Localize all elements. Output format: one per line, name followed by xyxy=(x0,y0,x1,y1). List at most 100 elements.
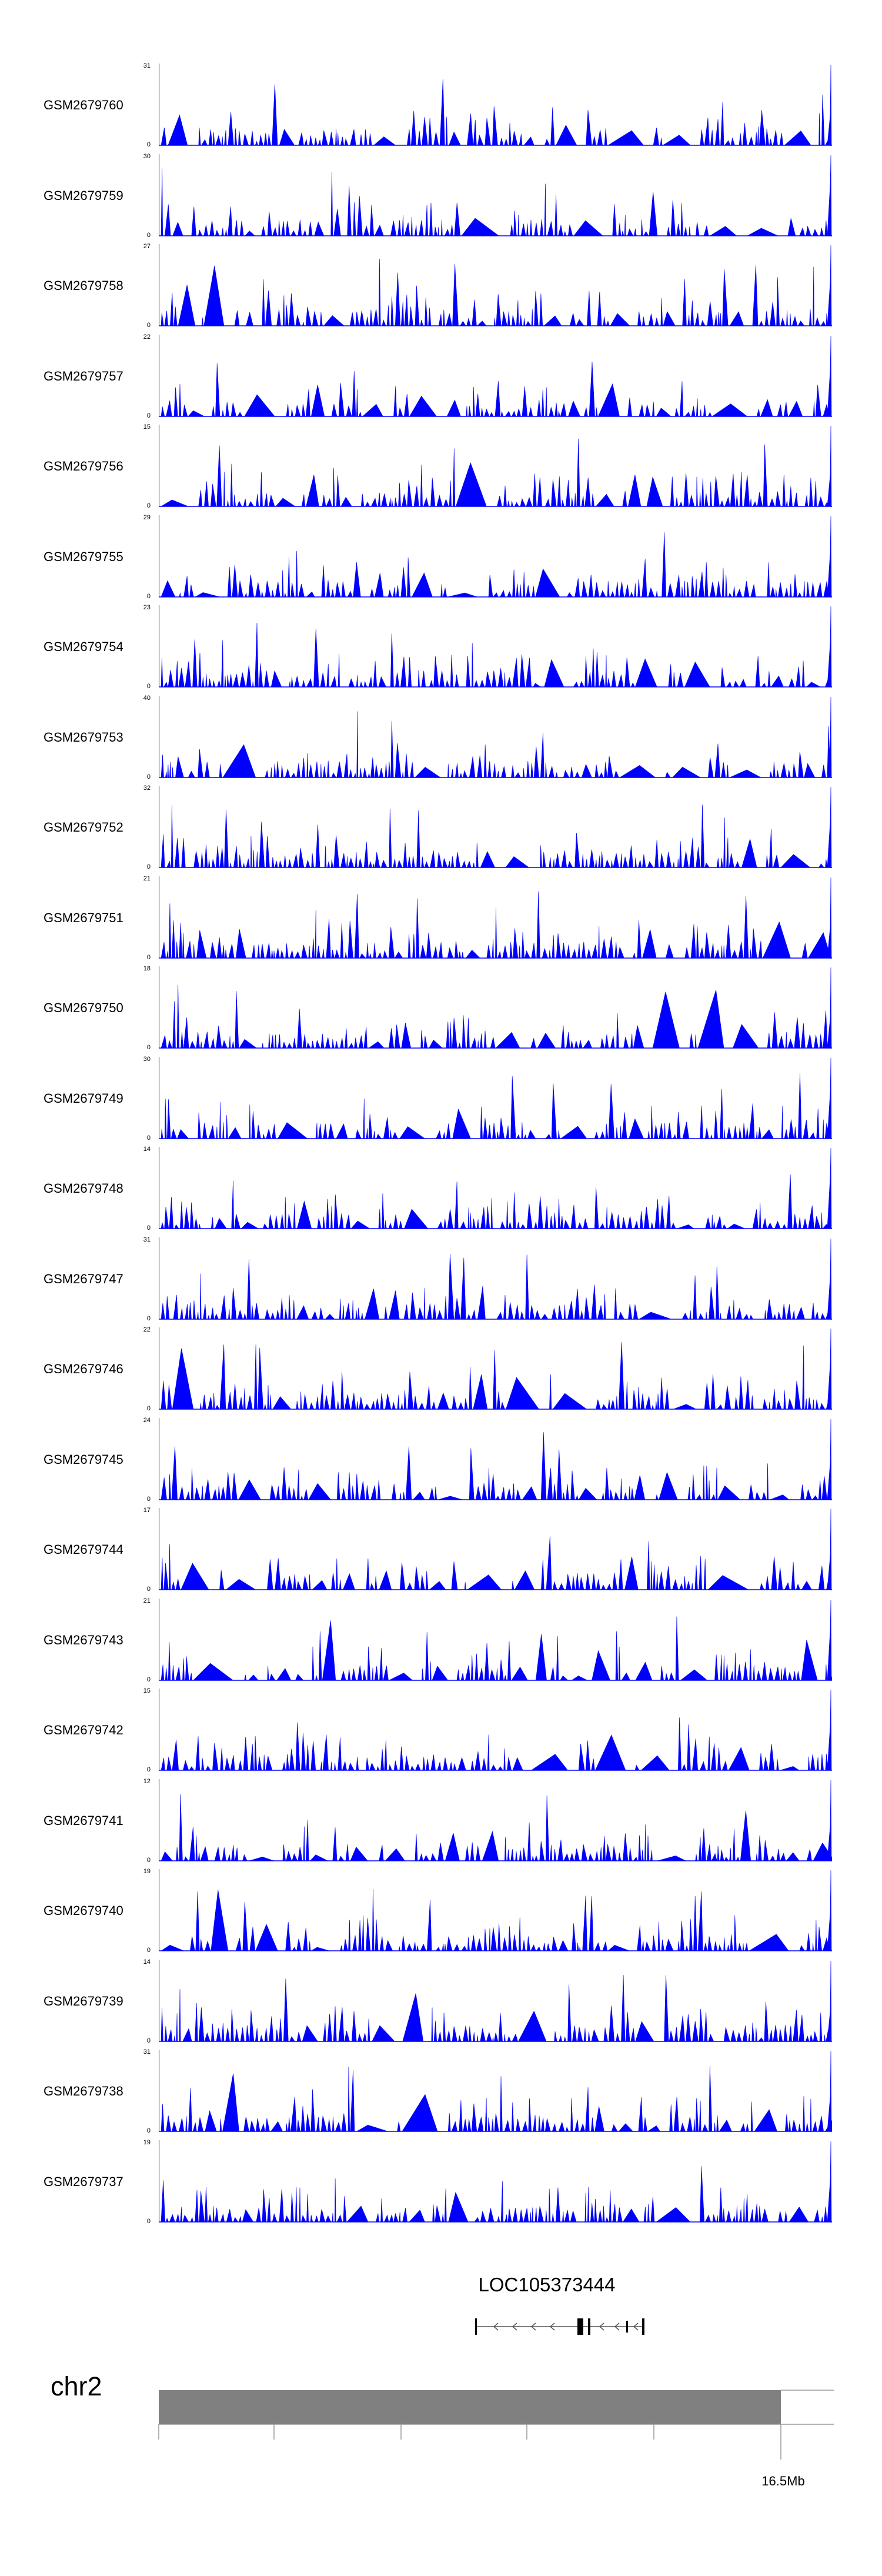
track-ymax-label: 40 xyxy=(143,694,151,702)
track-GSM2679746: GSM2679746 22 0 xyxy=(0,1326,882,1419)
track-sample-label: GSM2679758 xyxy=(44,278,123,293)
track-ymax-label: 21 xyxy=(143,1597,151,1604)
track-plot xyxy=(159,1689,832,1771)
track-ymin-label: 0 xyxy=(146,1224,151,1232)
track-plot xyxy=(159,1056,832,1139)
strand-chevron-icon xyxy=(530,2323,536,2331)
track-ymax-label: 31 xyxy=(143,1236,151,1243)
track-GSM2679738: GSM2679738 31 0 xyxy=(0,2048,882,2141)
track-GSM2679745: GSM2679745 24 0 xyxy=(0,1416,882,1510)
track-plot xyxy=(159,695,832,778)
track-sample-label: GSM2679748 xyxy=(44,1181,123,1196)
track-plot xyxy=(159,1778,832,1861)
strand-chevron-icon xyxy=(599,2323,604,2331)
track-ymin-label: 0 xyxy=(146,1856,151,1864)
chromosome-band xyxy=(159,2390,781,2424)
track-sample-label: GSM2679737 xyxy=(44,2174,123,2189)
strand-chevron-icon xyxy=(549,2323,555,2331)
track-sample-label: GSM2679754 xyxy=(44,639,123,654)
strand-chevron-icon xyxy=(512,2323,517,2331)
track-GSM2679758: GSM2679758 27 0 xyxy=(0,243,882,336)
track-GSM2679748: GSM2679748 14 0 xyxy=(0,1146,882,1239)
track-plot xyxy=(159,876,832,959)
track-GSM2679752: GSM2679752 32 0 xyxy=(0,785,882,877)
track-sample-label: GSM2679743 xyxy=(44,1632,123,1647)
track-plot xyxy=(159,1869,832,1951)
strand-chevron-icon xyxy=(493,2323,499,2331)
track-plot xyxy=(159,1327,832,1410)
track-GSM2679737: GSM2679737 19 0 xyxy=(0,2138,882,2232)
coverage-area xyxy=(159,1780,832,1861)
coverage-area xyxy=(159,335,832,416)
track-ymax-label: 21 xyxy=(143,875,151,882)
track-GSM2679756: GSM2679756 15 0 xyxy=(0,423,882,516)
track-plot xyxy=(159,1959,832,2042)
track-ymin-label: 0 xyxy=(146,502,151,509)
track-ymax-label: 14 xyxy=(143,1958,151,1966)
track-GSM2679757: GSM2679757 22 0 xyxy=(0,333,882,426)
track-sample-label: GSM2679738 xyxy=(44,2084,123,2098)
track-ymax-label: 18 xyxy=(143,965,151,972)
track-GSM2679760: GSM2679760 31 0 xyxy=(0,62,882,155)
coverage-area xyxy=(159,877,832,958)
track-ymax-label: 22 xyxy=(143,333,151,341)
track-sample-label: GSM2679759 xyxy=(44,188,123,203)
track-sample-label: GSM2679752 xyxy=(44,820,123,835)
coverage-area xyxy=(159,1147,832,1229)
coverage-area xyxy=(159,1057,832,1139)
track-sample-label: GSM2679760 xyxy=(44,98,123,112)
coverage-area xyxy=(159,425,832,507)
track-sample-label: GSM2679757 xyxy=(44,368,123,383)
chromosome-label: chr2 xyxy=(51,2371,102,2401)
track-ymin-label: 0 xyxy=(146,1405,151,1412)
track-plot xyxy=(159,2140,832,2223)
chromosome-end-tick-label: 16.5Mb xyxy=(761,2474,805,2488)
track-ymin-label: 0 xyxy=(146,683,151,690)
gene-exon xyxy=(588,2318,590,2335)
track-ymax-label: 31 xyxy=(143,62,151,69)
gene-label: LOC105373444 xyxy=(478,2274,616,2295)
track-sample-label: GSM2679746 xyxy=(44,1362,123,1376)
coverage-area xyxy=(159,786,832,868)
track-ymin-label: 0 xyxy=(146,231,151,239)
track-ymin-label: 0 xyxy=(146,592,151,600)
track-ymax-label: 15 xyxy=(143,423,151,431)
coverage-area xyxy=(159,1960,832,2041)
track-ymin-label: 0 xyxy=(146,1586,151,1593)
track-ymin-label: 0 xyxy=(146,412,151,419)
track-ymax-label: 23 xyxy=(143,604,151,611)
gene-exon xyxy=(626,2321,628,2333)
track-sample-label: GSM2679744 xyxy=(44,1542,123,1557)
track-ymax-label: 30 xyxy=(143,152,151,160)
coverage-area xyxy=(159,1870,832,1951)
coverage-area xyxy=(159,967,832,1049)
track-plot xyxy=(159,786,832,868)
gene-model xyxy=(475,2318,644,2335)
track-ymax-label: 17 xyxy=(143,1507,151,1514)
track-ymin-label: 0 xyxy=(146,322,151,329)
track-ymax-label: 29 xyxy=(143,513,151,521)
track-plot xyxy=(159,425,832,507)
track-ymin-label: 0 xyxy=(146,1676,151,1683)
track-ymin-label: 0 xyxy=(146,773,151,780)
track-ymin-label: 0 xyxy=(146,141,151,148)
track-ymin-label: 0 xyxy=(146,2037,151,2044)
coverage-area xyxy=(159,516,832,597)
track-ymax-label: 24 xyxy=(143,1416,151,1424)
coverage-area xyxy=(159,155,832,236)
track-ymax-label: 19 xyxy=(143,2138,151,2146)
coverage-area xyxy=(159,1328,832,1410)
coverage-area xyxy=(159,1689,832,1771)
track-ymax-label: 32 xyxy=(143,785,151,792)
track-sample-label: GSM2679747 xyxy=(44,1271,123,1286)
track-plot xyxy=(159,1598,832,1681)
strand-chevron-icon xyxy=(614,2323,620,2331)
track-ymin-label: 0 xyxy=(146,2127,151,2134)
track-GSM2679755: GSM2679755 29 0 xyxy=(0,513,882,607)
track-ymin-label: 0 xyxy=(146,2217,151,2225)
track-sample-label: GSM2679739 xyxy=(44,1993,123,2008)
track-ymax-label: 22 xyxy=(143,1326,151,1333)
track-GSM2679749: GSM2679749 30 0 xyxy=(0,1056,882,1149)
track-sample-label: GSM2679740 xyxy=(44,1903,123,1918)
track-ymin-label: 0 xyxy=(146,1495,151,1503)
